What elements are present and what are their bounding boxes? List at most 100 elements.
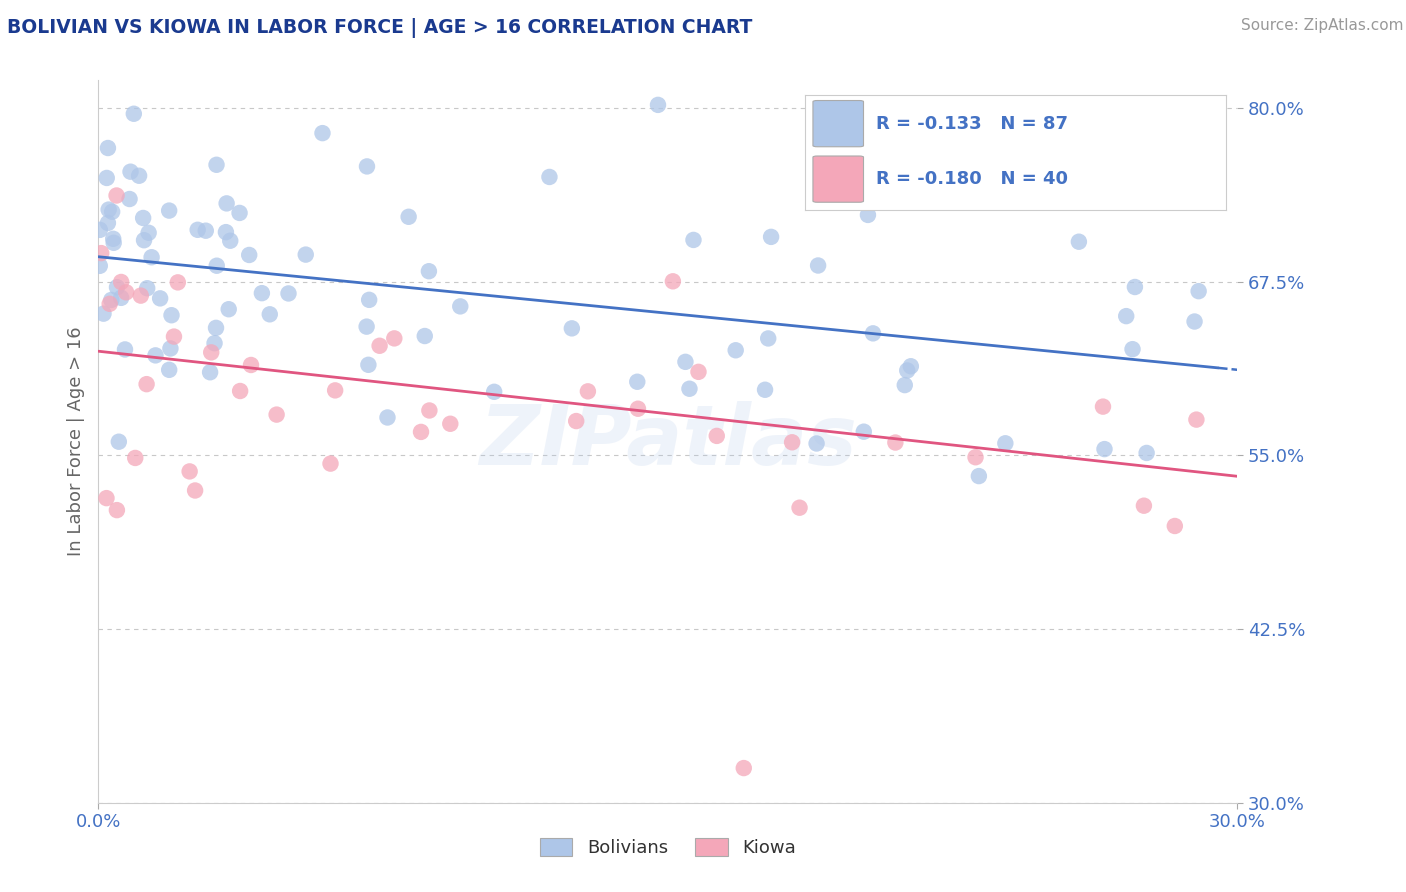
Point: [806, 436, 828, 450]
Point: [357, 358, 380, 372]
Point: [259, 307, 281, 321]
Point: [110, 275, 132, 289]
Point: [900, 359, 922, 374]
Point: [96, 170, 118, 185]
Point: [368, 339, 391, 353]
Point: [160, 308, 183, 322]
Point: [733, 761, 755, 775]
Point: [115, 285, 138, 300]
Point: [538, 169, 561, 184]
Point: [128, 169, 150, 183]
Point: [136, 281, 159, 295]
Point: [122, 107, 145, 121]
Point: [418, 403, 440, 417]
Point: [103, 235, 125, 250]
Point: [319, 457, 342, 471]
Point: [228, 206, 250, 220]
Point: [129, 288, 152, 302]
Point: [1184, 314, 1206, 328]
Point: [93, 307, 115, 321]
Point: [1067, 235, 1090, 249]
Point: [1091, 400, 1114, 414]
Point: [145, 348, 167, 362]
Point: [706, 429, 728, 443]
Point: [277, 286, 299, 301]
Point: [90, 246, 112, 260]
Point: [110, 291, 132, 305]
Point: [103, 232, 125, 246]
Point: [967, 469, 990, 483]
Point: [1164, 519, 1187, 533]
Point: [856, 208, 879, 222]
Legend: Bolivians, Kiowa: Bolivians, Kiowa: [531, 829, 804, 866]
Point: [852, 425, 875, 439]
Point: [250, 286, 273, 301]
Point: [105, 280, 128, 294]
Point: [565, 414, 588, 428]
Point: [627, 401, 650, 416]
Point: [120, 164, 142, 178]
Point: [200, 345, 222, 359]
Point: [205, 158, 228, 172]
Y-axis label: In Labor Force | Age > 16: In Labor Force | Age > 16: [66, 326, 84, 557]
Point: [294, 247, 316, 261]
Point: [124, 450, 146, 465]
Point: [662, 274, 685, 288]
Point: [204, 336, 226, 351]
Point: [356, 319, 378, 334]
Point: [229, 384, 252, 398]
Text: Source: ZipAtlas.com: Source: ZipAtlas.com: [1240, 18, 1403, 33]
Point: [266, 408, 288, 422]
Point: [398, 210, 420, 224]
Point: [187, 223, 209, 237]
Point: [754, 383, 776, 397]
Point: [482, 384, 505, 399]
Point: [409, 425, 432, 439]
Point: [218, 302, 240, 317]
Point: [98, 297, 121, 311]
Point: [359, 293, 381, 307]
Point: [132, 233, 155, 247]
Point: [194, 224, 217, 238]
Point: [756, 331, 779, 345]
Point: [862, 326, 884, 341]
Text: BOLIVIAN VS KIOWA IN LABOR FORCE | AGE > 16 CORRELATION CHART: BOLIVIAN VS KIOWA IN LABOR FORCE | AGE >…: [7, 18, 752, 37]
Point: [647, 98, 669, 112]
Point: [678, 382, 700, 396]
Point: [105, 188, 128, 202]
Point: [179, 464, 201, 478]
Point: [675, 355, 697, 369]
Point: [215, 196, 238, 211]
Point: [965, 450, 987, 465]
Point: [157, 203, 180, 218]
Point: [97, 141, 120, 155]
Point: [449, 299, 471, 313]
Point: [1115, 309, 1137, 323]
Point: [311, 126, 333, 140]
Point: [884, 435, 907, 450]
Point: [1136, 446, 1159, 460]
Point: [994, 436, 1017, 450]
Point: [1123, 280, 1146, 294]
Point: [238, 248, 260, 262]
Point: [382, 331, 405, 345]
Point: [96, 491, 118, 505]
Point: [118, 192, 141, 206]
Point: [323, 384, 346, 398]
Point: [108, 434, 131, 449]
Point: [100, 293, 122, 307]
Point: [894, 378, 917, 392]
Point: [215, 225, 238, 239]
Text: ZIPatlas: ZIPatlas: [479, 401, 856, 482]
Point: [561, 321, 583, 335]
Point: [114, 343, 136, 357]
Point: [89, 223, 111, 237]
Point: [896, 363, 918, 377]
Point: [377, 410, 399, 425]
Point: [205, 259, 228, 273]
Point: [439, 417, 461, 431]
Point: [205, 321, 228, 335]
Point: [101, 204, 124, 219]
Point: [807, 259, 830, 273]
Point: [682, 233, 704, 247]
